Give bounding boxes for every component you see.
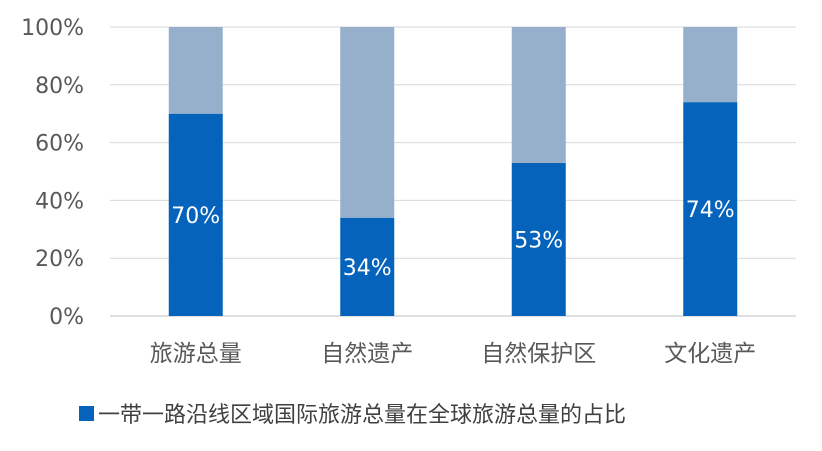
bar-primary-segment (511, 162, 566, 316)
y-tick-label: 40% (35, 189, 84, 214)
data-label: 70% (171, 204, 220, 229)
bar-primary-segment (340, 217, 395, 316)
legend: 一带一路沿线区域国际旅游总量在全球旅游总量的占比 (79, 398, 626, 428)
data-label: 74% (686, 198, 735, 223)
bar-remainder-segment (340, 27, 395, 218)
data-label: 34% (343, 256, 392, 281)
data-label: 53% (514, 228, 563, 253)
x-category-label: 自然遗产 (321, 341, 413, 367)
legend-swatch (79, 405, 94, 421)
y-tick-label: 20% (35, 247, 84, 272)
bar-primary-segment (683, 102, 738, 316)
y-tick-label: 100% (21, 16, 84, 41)
x-category-label: 自然保护区 (481, 341, 596, 367)
bar-remainder-segment (683, 27, 738, 103)
y-tick-label: 80% (35, 74, 84, 99)
y-tick-label: 0% (49, 305, 84, 330)
bar-remainder-segment (511, 27, 566, 163)
y-tick-label: 60% (35, 132, 84, 157)
legend-label: 一带一路沿线区域国际旅游总量在全球旅游总量的占比 (98, 403, 627, 428)
bar-remainder-segment (168, 27, 223, 114)
x-category-label: 旅游总量 (150, 341, 242, 367)
x-category-label: 文化遗产 (664, 341, 756, 367)
bar-primary-segment (168, 113, 223, 316)
